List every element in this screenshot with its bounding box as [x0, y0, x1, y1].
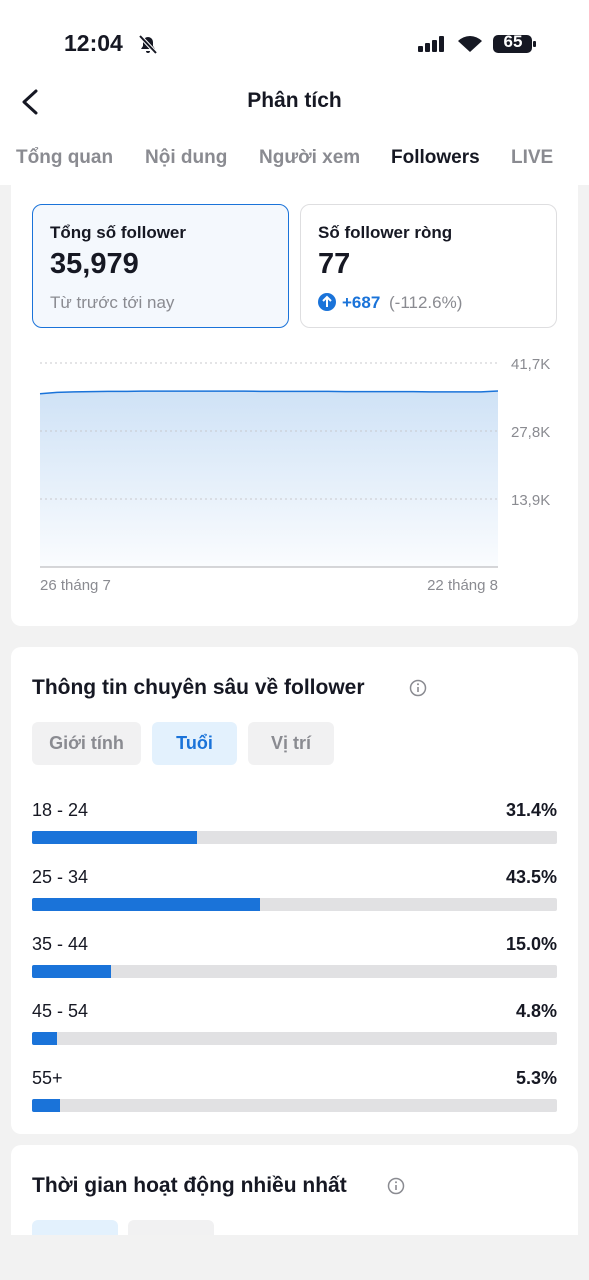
tab[interactable]: Nội dung	[145, 147, 228, 168]
filter-button[interactable]	[128, 1220, 214, 1235]
info-icon[interactable]	[386, 1176, 406, 1196]
age-percent: 4.8%	[515, 1001, 557, 1021]
x-tick-label: 26 tháng 7	[40, 577, 111, 594]
follower-chart: 13,9K 27,8K 41,7K 26 tháng 7 22 tháng 8	[39, 356, 550, 594]
tab[interactable]: Tổng quan	[16, 147, 114, 168]
stat-label: Tổng số follower	[50, 223, 186, 242]
line	[39, 390, 499, 395]
tab[interactable]: LIVE	[511, 147, 554, 168]
tab[interactable]: Followers	[391, 147, 480, 168]
filter-button[interactable]: Tuổi	[152, 722, 237, 765]
top-bar	[0, 0, 589, 185]
section-title: Thông tin chuyên sâu về follower	[32, 676, 365, 699]
stat-label: Số follower ròng	[318, 223, 453, 242]
y-tick-label: 41,7K	[511, 356, 550, 373]
age-percent: 5.3%	[515, 1068, 557, 1088]
stat-note: Từ trước tới nay	[50, 293, 175, 312]
filter-button[interactable]: Giới tính	[32, 722, 141, 765]
up-icon	[318, 293, 336, 311]
status-time: 12:04	[64, 30, 123, 56]
section-title: Thời gian hoạt động nhiều nhất	[32, 1174, 347, 1197]
age-percent: 15.0%	[505, 934, 557, 954]
stat-change: +687	[342, 293, 381, 312]
filter-button[interactable]	[32, 1220, 118, 1235]
tab[interactable]: Người xem	[259, 147, 361, 168]
y-tick-label: 13,9K	[511, 492, 550, 509]
filter-button[interactable]: Vị trí	[248, 722, 334, 765]
age-label: 35 - 44	[32, 934, 89, 954]
bar	[32, 965, 111, 978]
bar-track	[32, 1099, 557, 1112]
total-followers-card[interactable]: Tổng số follower 35,979 Từ trước tới nay	[32, 204, 289, 328]
age-percent: 31.4%	[505, 800, 557, 820]
age-label: 18 - 24	[32, 800, 89, 820]
back-button[interactable]	[16, 88, 46, 118]
bar	[32, 831, 197, 844]
y-tick-label: 27,8K	[511, 424, 550, 441]
mute-icon	[138, 34, 158, 55]
battery-level: 65	[503, 32, 523, 51]
status-icons	[418, 35, 536, 53]
area	[40, 391, 498, 567]
age-label: 25 - 34	[32, 867, 89, 887]
stat-value: 35,979	[50, 248, 139, 280]
bar	[32, 898, 261, 911]
bar-track	[32, 831, 557, 844]
age-percent: 43.5%	[505, 867, 557, 887]
bar-track	[32, 1032, 557, 1045]
x-tick-label: 22 tháng 8	[427, 577, 498, 594]
stat-value: 77	[318, 248, 351, 280]
net-followers-card[interactable]: Số follower ròng 77 +687 (-112.6%)	[300, 204, 557, 328]
page-title: Phân tích	[247, 89, 342, 112]
stat-change-pct: (-112.6%)	[389, 293, 463, 312]
bar-track	[32, 898, 557, 911]
bar-track	[32, 965, 557, 978]
insights-card	[11, 647, 578, 1134]
bar	[32, 1032, 58, 1045]
info-icon[interactable]	[408, 678, 428, 698]
age-label: 45 - 54	[32, 1001, 89, 1021]
age-label: 55+	[32, 1068, 63, 1088]
bar	[32, 1099, 60, 1112]
